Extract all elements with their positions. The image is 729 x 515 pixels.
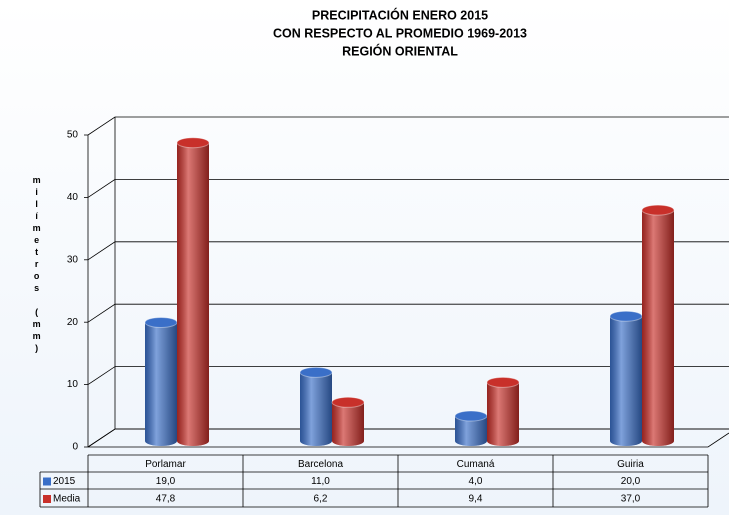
x-tick-label: Barcelona [298, 459, 343, 470]
chart-title: CON RESPECTO AL PROMEDIO 1969-2013 [273, 26, 527, 40]
bar-top [641, 204, 675, 216]
y-tick-label: 10 [67, 379, 79, 390]
bar-top [331, 396, 365, 408]
grid-line [87, 428, 729, 448]
y-tick-label: 0 [72, 442, 78, 453]
bar-top [299, 366, 333, 378]
x-tick-label: Guiria [617, 459, 644, 470]
data-label: 9,4 [469, 494, 483, 505]
bar-shading [642, 210, 674, 446]
bar-shading [487, 382, 519, 446]
grid-line [87, 179, 729, 198]
y-tick-label: 40 [67, 192, 79, 203]
legend-swatch [43, 495, 51, 503]
bar-shading [610, 316, 642, 446]
bar-top [144, 316, 178, 328]
grid-line [87, 116, 729, 136]
bar-top [454, 410, 488, 422]
data-label: 4,0 [469, 476, 483, 487]
bar-shading [455, 416, 487, 446]
legend-label: Media [53, 494, 81, 505]
x-tick-label: Porlamar [145, 459, 186, 470]
legend-swatch [43, 477, 51, 486]
legend-label: 2015 [53, 476, 76, 487]
bar-top [609, 310, 643, 322]
bar-shading [177, 142, 209, 446]
data-label: 6,2 [314, 494, 328, 505]
data-label: 47,8 [156, 494, 176, 505]
bar-top [486, 376, 520, 388]
data-label: 11,0 [311, 476, 330, 487]
chart-title: PRECIPITACIÓN ENERO 2015 [312, 7, 488, 22]
bar-shading [332, 402, 364, 446]
data-label: 20,0 [621, 476, 641, 487]
data-label: 19,0 [156, 476, 176, 487]
bar-top [176, 137, 210, 149]
grid-line [87, 366, 729, 385]
chart-title: REGIÓN ORIENTAL [342, 43, 458, 58]
y-tick-label: 30 [67, 254, 79, 265]
bar-shading [300, 372, 332, 446]
bar-shading [145, 322, 177, 446]
y-tick-label: 50 [67, 130, 79, 141]
data-label: 37,0 [621, 494, 641, 505]
y-axis-label: milímetros (mm) [32, 175, 42, 355]
y-tick-label: 20 [67, 317, 79, 328]
grid-line [87, 303, 729, 323]
x-tick-label: Cumaná [457, 459, 495, 470]
table-grid [39, 454, 709, 508]
grid-line [87, 241, 729, 261]
